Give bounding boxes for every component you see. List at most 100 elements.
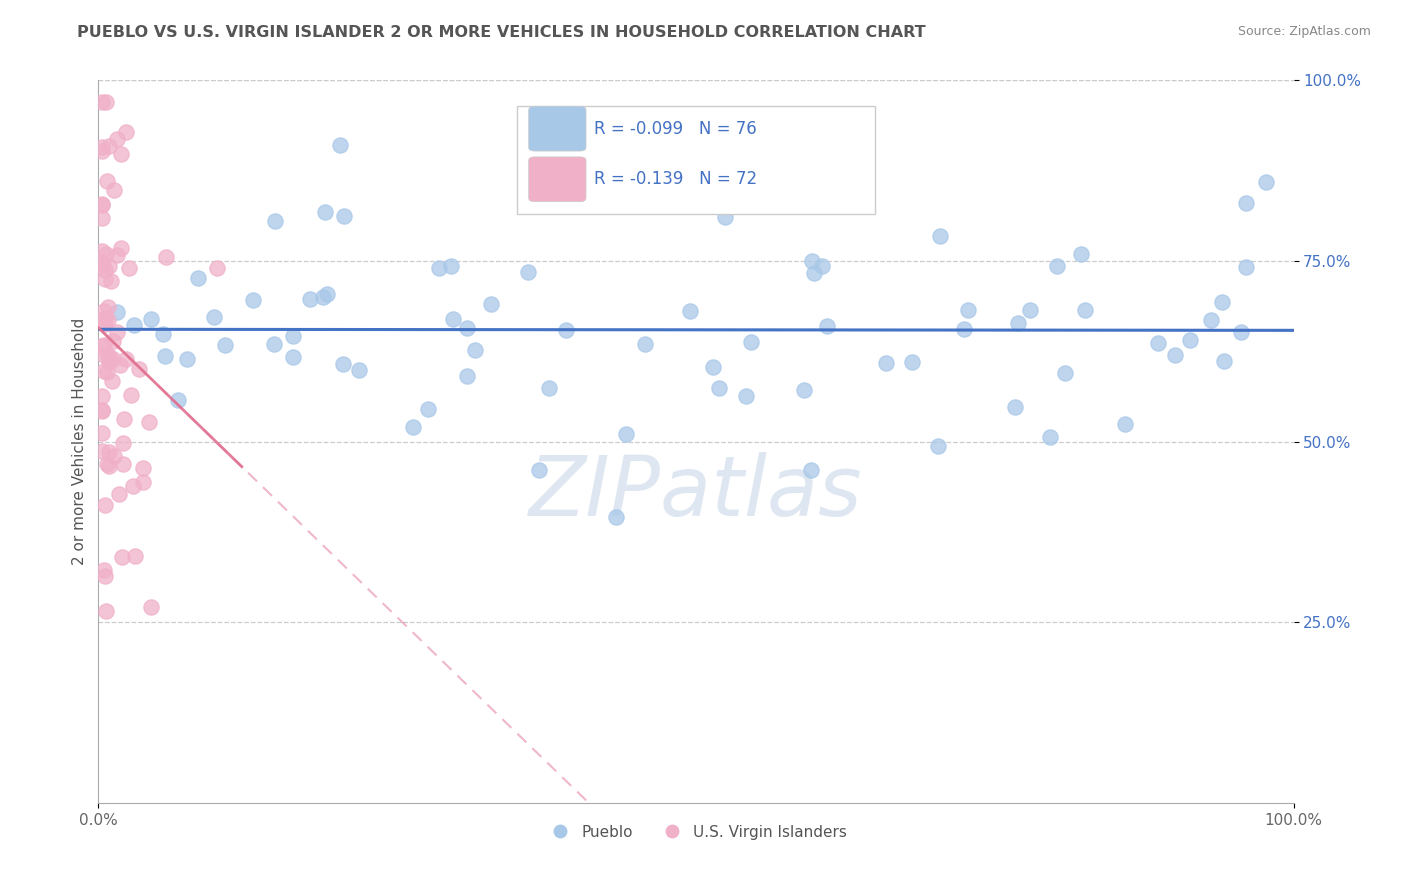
Point [112, 411, 135, 425]
Point [93, 311, 115, 326]
Point [714, 210, 737, 224]
Point [815, 318, 838, 333]
Point [187, 271, 209, 285]
Point [94, 603, 117, 617]
Point [464, 343, 486, 358]
Point [132, 460, 155, 475]
Point [97, 300, 120, 314]
Point [94, 569, 117, 583]
Point [91, 339, 114, 353]
Point [93, 363, 115, 377]
Text: ZIPatlas: ZIPatlas [529, 451, 863, 533]
Point [91, 95, 114, 109]
Text: Source: ZipAtlas.com: Source: ZipAtlas.com [1237, 25, 1371, 38]
Point [347, 363, 370, 377]
Point [122, 479, 145, 493]
Point [100, 275, 122, 289]
Point [115, 124, 138, 138]
Point [91, 444, 114, 458]
Text: PUEBLO VS U.S. VIRGIN ISLANDER 2 OR MORE VEHICLES IN HOUSEHOLD CORRELATION CHART: PUEBLO VS U.S. VIRGIN ISLANDER 2 OR MORE… [77, 25, 927, 40]
Point [900, 355, 922, 369]
Point [105, 247, 128, 261]
Point [1199, 313, 1222, 327]
Legend: Pueblo, U.S. Virgin Islanders: Pueblo, U.S. Virgin Islanders [538, 819, 853, 846]
Point [315, 286, 337, 301]
Point [167, 393, 190, 408]
Point [1054, 366, 1077, 380]
Point [402, 419, 425, 434]
Point [155, 250, 177, 264]
Point [242, 293, 264, 308]
Text: R = -0.139   N = 72: R = -0.139 N = 72 [595, 170, 758, 188]
Point [709, 381, 731, 395]
Point [139, 312, 162, 326]
Point [1007, 316, 1029, 330]
Point [101, 351, 124, 366]
Point [429, 260, 451, 275]
Point [141, 599, 163, 614]
Point [97, 313, 120, 327]
Point [91, 403, 114, 417]
Point [1074, 303, 1097, 318]
Point [702, 360, 724, 375]
Point [299, 292, 322, 306]
Point [152, 326, 174, 341]
Point [105, 305, 128, 319]
Point [91, 244, 114, 259]
Point [98, 139, 121, 153]
Point [98, 259, 121, 273]
Point [927, 439, 949, 453]
Point [614, 427, 637, 442]
Point [456, 369, 478, 384]
Point [96, 365, 118, 379]
Point [93, 563, 115, 577]
Point [108, 487, 131, 501]
Point [96, 458, 118, 472]
Point [953, 322, 976, 336]
Point [91, 389, 114, 403]
Point [105, 326, 128, 340]
Point [332, 357, 354, 371]
Point [91, 198, 114, 212]
Point [1039, 430, 1062, 444]
Point [679, 303, 702, 318]
Point [333, 210, 356, 224]
Point [91, 403, 114, 417]
Point [94, 247, 117, 261]
Point [205, 260, 228, 275]
Point [1211, 294, 1233, 309]
Point [96, 95, 118, 109]
Point [312, 290, 335, 304]
Point [800, 463, 823, 477]
Point [314, 204, 336, 219]
Point [1230, 326, 1253, 340]
Point [214, 338, 236, 352]
Point [153, 349, 176, 363]
Point [1004, 400, 1026, 414]
FancyBboxPatch shape [529, 157, 586, 202]
Point [1178, 334, 1201, 348]
Point [440, 259, 463, 273]
Point [735, 389, 758, 403]
Point [93, 258, 115, 272]
Point [1164, 348, 1187, 362]
Point [93, 338, 115, 352]
Point [1212, 354, 1234, 368]
Point [112, 458, 135, 472]
Point [1046, 259, 1069, 273]
Point [529, 463, 551, 477]
Point [481, 297, 503, 311]
Point [928, 229, 950, 244]
Point [110, 241, 132, 255]
Point [517, 265, 540, 279]
Point [633, 337, 655, 351]
Point [91, 255, 114, 269]
Point [264, 213, 287, 227]
Point [1070, 247, 1092, 261]
Point [605, 510, 627, 524]
Point [1114, 417, 1136, 431]
Point [101, 334, 124, 349]
Point [97, 458, 120, 473]
Point [91, 425, 114, 440]
Point [97, 445, 120, 459]
